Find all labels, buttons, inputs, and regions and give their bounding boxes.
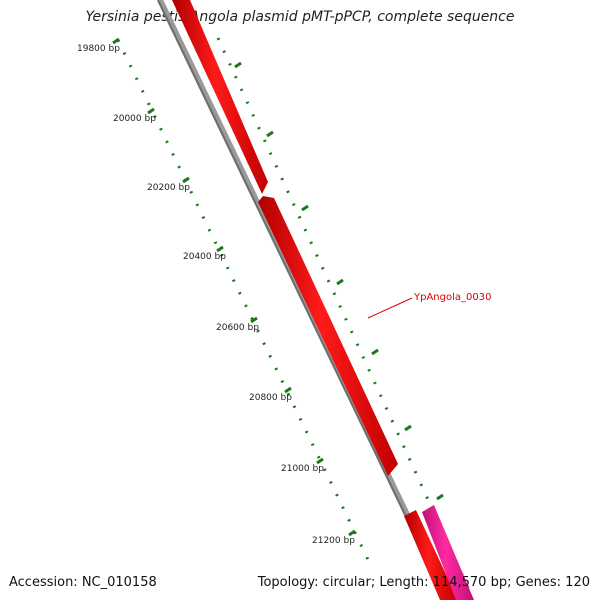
backbone (157, 0, 451, 600)
outer-major-tick-mark (404, 424, 412, 432)
tick-label: 19800 bp (77, 44, 120, 54)
gene-block-top (172, 0, 268, 194)
tick-label: 21200 bp (312, 536, 355, 546)
tick-labels: 19800 bp 20000 bp 20200 bp 20400 bp 2060… (77, 44, 355, 546)
gene-label-ypangola-0030: YpAngola_0030 (413, 292, 491, 303)
outer-major-tick-mark (336, 278, 344, 286)
major-tick-mark (112, 37, 120, 45)
accession-text: Accession: NC_010158 (9, 575, 157, 590)
gene-block-lower-pink (422, 505, 474, 600)
summary-text: Topology: circular; Length: 114,570 bp; … (257, 575, 590, 590)
gene-ypangola-0030 (258, 196, 398, 476)
outer-major-tick-mark (371, 348, 379, 356)
major-tick-mark (182, 176, 190, 184)
major-tick-mark (147, 107, 155, 115)
outer-major-tick-mark (234, 61, 242, 69)
major-ticks (112, 37, 444, 537)
tick-label: 20000 bp (113, 114, 156, 124)
tick-label: 21000 bp (281, 464, 324, 474)
gene-label-group: YpAngola_0030 (367, 292, 491, 319)
tick-label: 20800 bp (249, 393, 292, 403)
inner-tick-track (112, 37, 444, 569)
tick-label: 20400 bp (183, 252, 226, 262)
gene-block-lower-red (404, 510, 458, 600)
outer-major-tick-mark (301, 204, 309, 212)
major-tick-mark (316, 457, 324, 465)
major-tick-mark (216, 245, 224, 253)
outer-major-tick-mark (436, 493, 444, 501)
outer-major-tick-mark (266, 130, 274, 138)
major-tick-mark (284, 386, 292, 394)
major-tick-mark (348, 529, 356, 537)
major-tick-mark (250, 316, 258, 324)
tick-label: 20200 bp (147, 183, 190, 193)
tick-label: 20600 bp (216, 323, 259, 333)
